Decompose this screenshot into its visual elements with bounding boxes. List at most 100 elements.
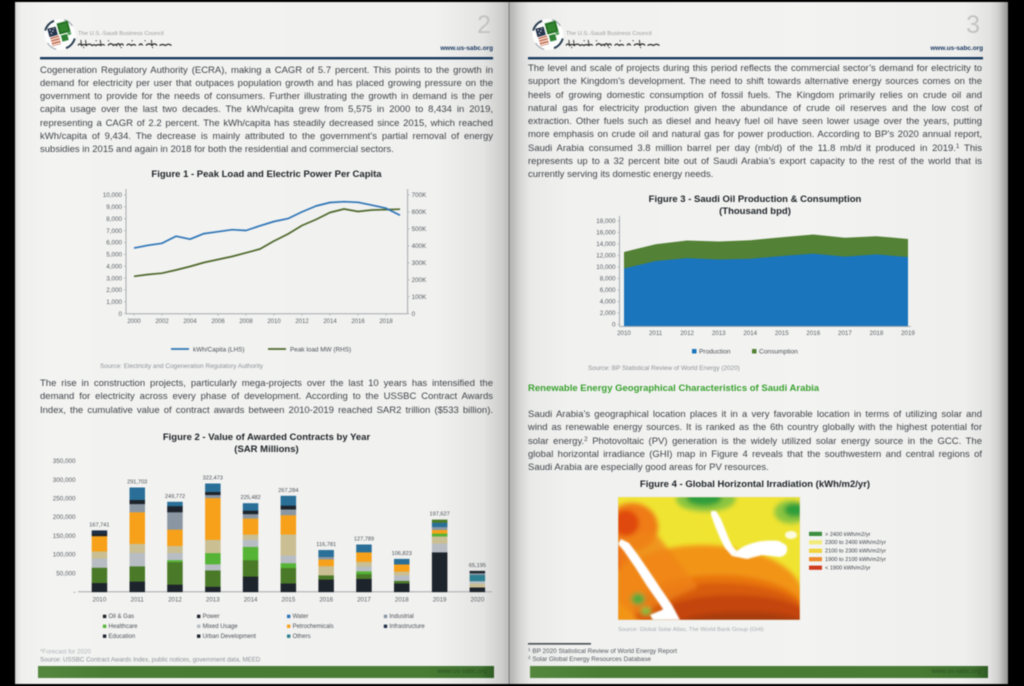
svg-text:2014: 2014 <box>743 330 757 337</box>
svg-text:116,781: 116,781 <box>316 542 336 548</box>
svg-text:2011: 2011 <box>131 596 145 603</box>
svg-text:2019: 2019 <box>433 596 447 603</box>
svg-text:9,000: 9,000 <box>106 204 122 211</box>
svg-text:4,000: 4,000 <box>600 299 616 306</box>
svg-text:8,000: 8,000 <box>106 216 122 223</box>
svg-text:150,000: 150,000 <box>53 533 76 540</box>
svg-text:2: 2 <box>477 11 491 39</box>
svg-text:Industrial: Industrial <box>389 614 413 620</box>
svg-text:kWh/Capita (LHS): kWh/Capita (LHS) <box>193 347 245 354</box>
svg-text:3,000: 3,000 <box>106 275 122 282</box>
svg-text:Water: Water <box>293 614 309 620</box>
svg-text:2002: 2002 <box>155 319 169 325</box>
svg-text:2,000: 2,000 <box>600 310 616 317</box>
svg-text:350,000: 350,000 <box>53 458 76 465</box>
svg-text:Production: Production <box>699 349 731 356</box>
svg-text:2014: 2014 <box>323 319 337 325</box>
svg-text:2018: 2018 <box>395 596 409 603</box>
svg-text:1,000: 1,000 <box>106 299 122 306</box>
svg-text:2006: 2006 <box>211 319 225 325</box>
svg-text:3: 3 <box>966 11 980 39</box>
svg-text:167,741: 167,741 <box>89 522 109 528</box>
svg-text:291,703: 291,703 <box>127 480 147 486</box>
svg-text:Education: Education <box>109 634 136 640</box>
svg-text:300K: 300K <box>412 260 428 267</box>
svg-text:*Forecast for 2020: *Forecast for 2020 <box>40 649 91 656</box>
svg-text:106,823: 106,823 <box>392 551 412 557</box>
svg-text:6,000: 6,000 <box>600 287 616 294</box>
svg-text:2012: 2012 <box>680 330 694 337</box>
svg-text:www.us-sabc.org: www.us-sabc.org <box>929 45 983 52</box>
svg-text:225,482: 225,482 <box>240 495 260 501</box>
svg-text:249,772: 249,772 <box>165 494 185 500</box>
svg-text:197,627: 197,627 <box>429 512 449 518</box>
svg-text:8,000: 8,000 <box>600 276 616 283</box>
svg-text:2016: 2016 <box>351 319 365 325</box>
svg-text:12,000: 12,000 <box>596 253 616 260</box>
svg-text:Source: USSBC Contract Awards: Source: USSBC Contract Awards Index, pub… <box>40 657 261 664</box>
svg-text:200K: 200K <box>412 277 428 284</box>
svg-text:1900 to 2100 kWh/m2/yr: 1900 to 2100 kWh/m2/yr <box>825 557 886 563</box>
svg-text:2018: 2018 <box>870 330 884 337</box>
svg-text:18,000: 18,000 <box>596 218 616 225</box>
svg-text:Source: Electricity and Cogene: Source: Electricity and Cogeneration Reg… <box>100 363 264 370</box>
svg-text:Power: Power <box>203 614 220 620</box>
svg-text:0: 0 <box>612 322 616 329</box>
svg-text:100K: 100K <box>412 294 428 301</box>
svg-text:5,000: 5,000 <box>106 252 122 259</box>
svg-text:250,000: 250,000 <box>53 496 76 503</box>
svg-text:2 Solar Global Energy Resource: 2 Solar Global Energy Resources Database <box>528 655 651 664</box>
svg-text:2017: 2017 <box>838 330 852 337</box>
svg-text:Oil & Gas: Oil & Gas <box>109 614 135 620</box>
svg-text:Infrastructure: Infrastructure <box>389 624 425 630</box>
svg-text:2300 to 2400 kWh/m2/yr: 2300 to 2400 kWh/m2/yr <box>825 540 886 546</box>
svg-text:Source: Global Solar Atlas, Th: Source: Global Solar Atlas, The World Ba… <box>618 627 764 633</box>
svg-text:2011: 2011 <box>649 330 663 337</box>
svg-text:2014: 2014 <box>244 596 258 603</box>
svg-text:Petrochemicals: Petrochemicals <box>293 624 334 630</box>
svg-text:2018: 2018 <box>379 319 393 325</box>
svg-text:The U.S.-Saudi Business Counci: The U.S.-Saudi Business Council <box>78 31 164 37</box>
svg-text:50,000: 50,000 <box>56 570 76 577</box>
svg-text:2010: 2010 <box>93 596 107 603</box>
svg-text:10,000: 10,000 <box>596 264 616 271</box>
svg-text:2004: 2004 <box>183 319 197 325</box>
svg-text:14,000: 14,000 <box>596 241 616 248</box>
svg-text:2020: 2020 <box>471 596 485 603</box>
svg-text:2016: 2016 <box>319 596 333 603</box>
svg-text:2019: 2019 <box>901 330 915 337</box>
svg-text:Urban Development: Urban Development <box>203 634 257 640</box>
svg-text:www.us-sabc.org: www.us-sabc.org <box>439 45 493 52</box>
svg-text:> 2400 kWh/m2/yr: > 2400 kWh/m2/yr <box>825 532 871 538</box>
svg-text:500K: 500K <box>412 226 428 233</box>
svg-text:2012: 2012 <box>168 596 182 603</box>
svg-text:2000: 2000 <box>127 319 141 325</box>
svg-text:300,000: 300,000 <box>53 477 76 484</box>
svg-text:400K: 400K <box>412 243 428 250</box>
svg-text:2015: 2015 <box>282 596 296 603</box>
svg-text:1 BP 2020 Statistical Review o: 1 BP 2020 Statistical Review of World En… <box>528 647 677 656</box>
svg-text:322,473: 322,473 <box>203 476 223 482</box>
svg-text:127,789: 127,789 <box>354 537 374 543</box>
svg-text:< 1900 kWh/m2/yr: < 1900 kWh/m2/yr <box>825 566 871 572</box>
svg-text:2,000: 2,000 <box>106 287 122 294</box>
svg-text:10,000: 10,000 <box>103 192 123 199</box>
svg-text:16,000: 16,000 <box>596 230 616 237</box>
svg-text:Source: BP Statistical Review: Source: BP Statistical Review of World E… <box>588 365 740 372</box>
svg-text:2017: 2017 <box>357 596 371 603</box>
svg-text:2008: 2008 <box>239 319 253 325</box>
svg-text:6,000: 6,000 <box>106 240 122 247</box>
svg-text:200,000: 200,000 <box>53 514 76 521</box>
svg-text:65,195: 65,195 <box>469 563 486 569</box>
svg-text:-: - <box>73 589 75 596</box>
svg-text:Peak load MW (RHS): Peak load MW (RHS) <box>290 347 351 354</box>
svg-text:Others: Others <box>293 634 311 640</box>
svg-text:2013: 2013 <box>712 330 726 337</box>
svg-text:The U.S.-Saudi Business Counci: The U.S.-Saudi Business Council <box>566 31 652 37</box>
svg-text:2016: 2016 <box>806 330 820 337</box>
svg-text:7,000: 7,000 <box>106 228 122 235</box>
svg-text:700K: 700K <box>412 192 428 199</box>
svg-text:0: 0 <box>118 311 122 318</box>
svg-text:2010: 2010 <box>617 330 631 337</box>
svg-text:2012: 2012 <box>295 319 309 325</box>
